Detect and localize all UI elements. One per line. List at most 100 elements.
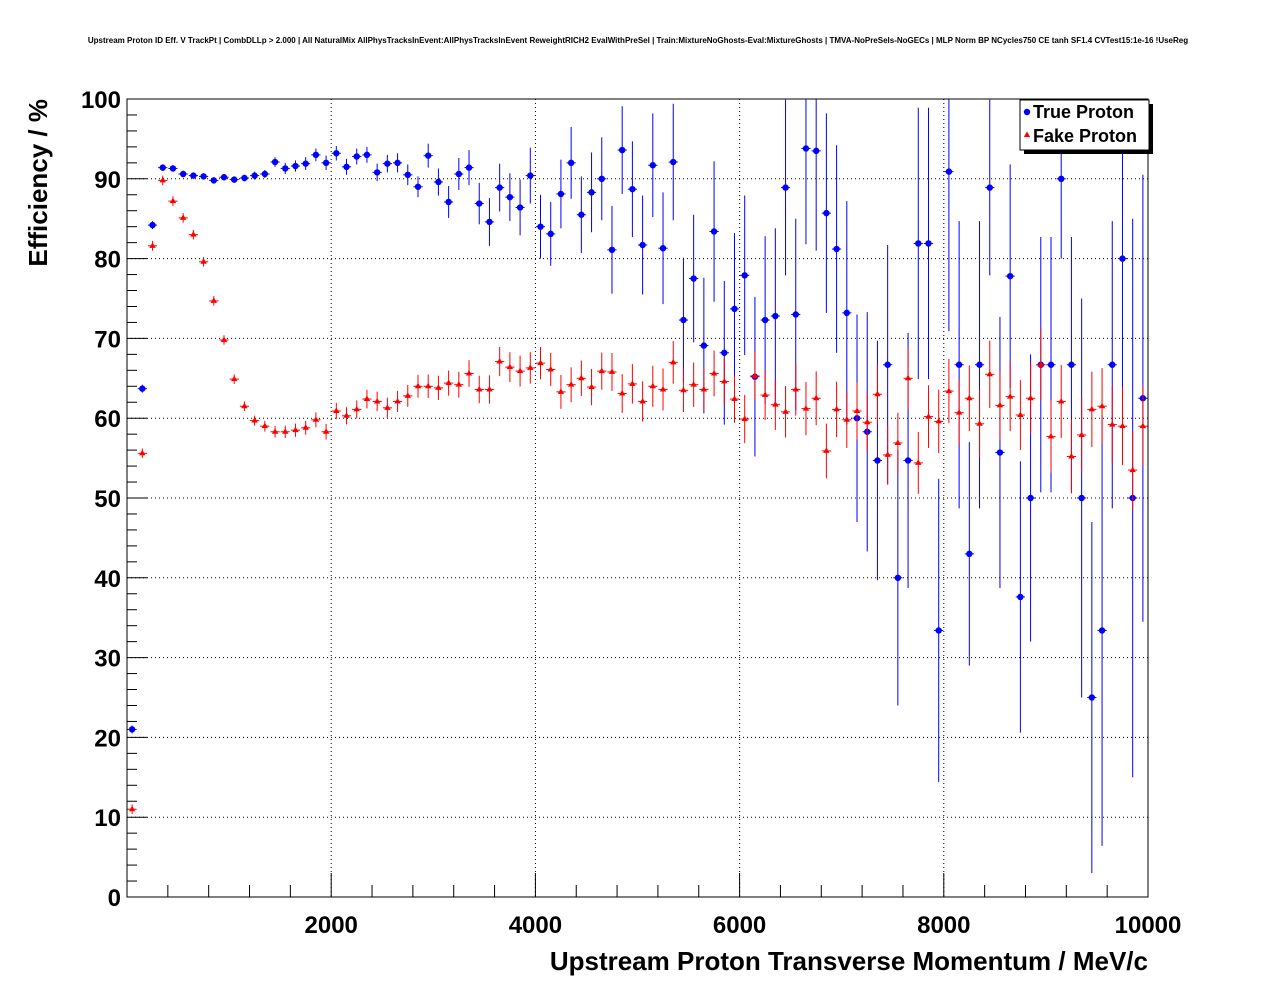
- data-point: [312, 416, 320, 422]
- data-point: [976, 361, 983, 368]
- data-point: [1006, 393, 1014, 399]
- data-point: [976, 420, 983, 426]
- data-point: [1119, 255, 1126, 262]
- data-point: [1058, 175, 1065, 182]
- y-tick-label: 20: [94, 725, 121, 752]
- data-point: [139, 385, 146, 392]
- data-point: [159, 164, 166, 171]
- data-point: [700, 342, 708, 349]
- data-point: [476, 200, 483, 207]
- data-point: [547, 230, 554, 238]
- data-points: [127, 99, 1148, 874]
- data-point: [190, 231, 197, 237]
- data-point: [680, 386, 687, 393]
- data-point: [792, 311, 799, 318]
- data-point: [169, 197, 177, 204]
- x-tick-label: 8000: [917, 912, 970, 939]
- data-point: [731, 305, 738, 313]
- data-point: [812, 147, 820, 155]
- data-point: [435, 384, 442, 390]
- data-point: [363, 395, 371, 402]
- data-point: [751, 372, 759, 378]
- plot-frame: [126, 98, 1149, 898]
- data-point: [659, 245, 667, 252]
- data-point: [1139, 422, 1147, 429]
- data-point: [282, 165, 289, 172]
- data-point: [302, 160, 309, 167]
- data-point: [1058, 397, 1065, 404]
- data-point: [516, 204, 524, 211]
- data-point: [955, 361, 963, 368]
- data-point: [618, 389, 626, 396]
- data-point: [782, 184, 789, 191]
- data-point: [537, 359, 544, 366]
- data-point: [588, 189, 595, 196]
- data-point: [996, 401, 1004, 408]
- data-point: [261, 422, 269, 429]
- data-point: [292, 162, 299, 170]
- data-point: [343, 163, 350, 171]
- data-point: [598, 175, 605, 182]
- data-point: [670, 158, 677, 166]
- data-point: [353, 153, 360, 160]
- data-point: [231, 375, 238, 382]
- data-point: [823, 209, 830, 217]
- data-point: [578, 211, 585, 218]
- axis-ticks: [126, 98, 1149, 898]
- data-point: [169, 165, 177, 172]
- data-point: [506, 363, 514, 370]
- data-point: [670, 358, 677, 365]
- data-point: [629, 185, 636, 193]
- data-point: [302, 424, 309, 430]
- data-point: [343, 412, 350, 418]
- data-point: [996, 449, 1004, 456]
- data-point: [251, 172, 258, 179]
- y-tick-label: 100: [81, 87, 121, 114]
- data-point: [282, 428, 289, 434]
- data-point: [925, 240, 932, 247]
- data-point: [1129, 466, 1136, 473]
- data-point: [935, 627, 942, 634]
- data-point: [424, 382, 432, 389]
- data-point: [741, 272, 748, 279]
- data-point: [527, 364, 534, 370]
- legend-true-proton-label: True Proton: [1033, 102, 1134, 122]
- data-point: [1047, 361, 1055, 368]
- data-point: [445, 198, 452, 206]
- data-point: [322, 159, 330, 167]
- data-point: [1068, 453, 1075, 459]
- data-point: [1017, 593, 1024, 601]
- data-point: [894, 439, 902, 445]
- data-point: [496, 358, 503, 364]
- data-point: [966, 394, 973, 401]
- data-point: [1027, 394, 1034, 401]
- data-point: [435, 178, 442, 186]
- data-point: [261, 170, 269, 178]
- data-point: [567, 159, 575, 167]
- legend-fake-proton-label: Fake Proton: [1033, 126, 1137, 146]
- data-point: [455, 381, 463, 387]
- data-point: [455, 170, 463, 178]
- series-true-proton: [127, 99, 1148, 874]
- data-point: [496, 184, 503, 191]
- data-point: [322, 428, 330, 434]
- y-axis-title: Efficiency / %: [23, 99, 53, 267]
- data-point: [373, 397, 381, 404]
- data-point: [925, 413, 932, 419]
- data-point: [567, 381, 575, 387]
- data-point: [231, 176, 238, 183]
- data-point: [128, 726, 136, 733]
- data-point: [966, 550, 973, 558]
- data-point: [404, 392, 411, 398]
- data-point: [578, 374, 585, 381]
- data-point: [384, 404, 391, 410]
- data-point: [333, 407, 340, 414]
- y-tick-label: 50: [94, 486, 121, 513]
- tick-labels: 0 10 20 30 40 50 60 70 80 90 100 2000 4000 6000 8000 10…: [81, 87, 1181, 939]
- y-tick-label: 30: [94, 646, 121, 673]
- x-tick-label: 4000: [509, 912, 562, 939]
- data-point: [414, 183, 422, 190]
- data-point: [506, 193, 514, 201]
- data-point: [414, 382, 422, 389]
